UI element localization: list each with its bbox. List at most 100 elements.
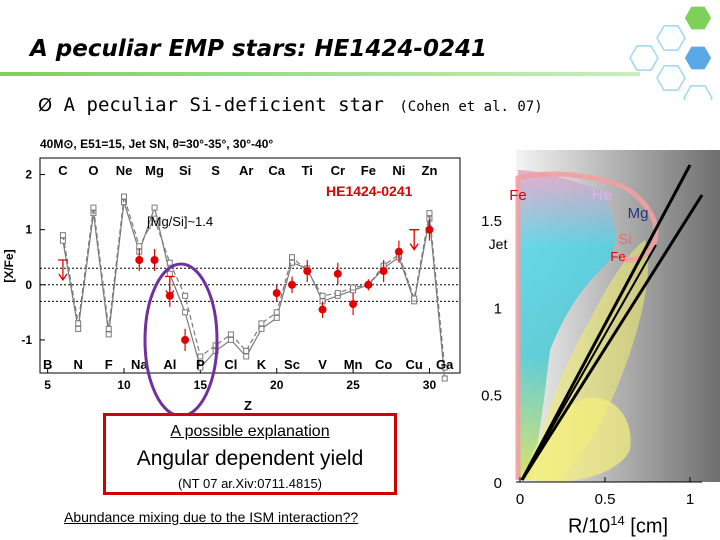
hexagon-cell <box>629 45 659 71</box>
sim-element-label: He <box>592 187 613 204</box>
element-label-bottom: Cu <box>406 357 423 372</box>
model-point <box>105 331 112 338</box>
hexagon-cell <box>683 5 713 31</box>
element-label-top: C <box>58 163 68 178</box>
sim-element-label: Jet <box>489 236 508 252</box>
lower-lobe <box>525 397 631 482</box>
element-label-bottom: Cl <box>224 357 237 372</box>
slide-title: A peculiar EMP stars: HE1424-0241 <box>30 36 487 62</box>
model-point <box>350 284 357 291</box>
observed-point <box>272 289 281 298</box>
mg-si-highlight-oval <box>143 262 219 413</box>
sim-element-label: Fe <box>610 249 625 264</box>
element-label-bottom: N <box>73 357 82 372</box>
element-label-top: Fe <box>361 163 376 178</box>
observed-point <box>318 305 327 314</box>
element-label-top: O <box>88 163 98 178</box>
explanation-title: A possible explanation <box>170 423 330 440</box>
model-point <box>59 232 66 239</box>
observed-point <box>364 280 373 289</box>
explanation-box <box>103 413 397 495</box>
model-point <box>289 259 295 266</box>
observed-point <box>150 255 159 264</box>
cone-line-inner <box>520 194 704 481</box>
model-point <box>197 353 204 360</box>
y-tick-label: 0 <box>25 278 32 292</box>
element-label-top: Ar <box>239 163 253 178</box>
model-point <box>411 295 418 302</box>
model-point <box>166 270 173 277</box>
model-point <box>289 254 295 261</box>
model-point <box>227 336 234 343</box>
explanation-main: Angular dependent yield <box>136 447 364 470</box>
abundance-chart: 210-1 5 10 15 20 25 30 C O Ne Mg Si S Ar Ca Ti Cr Fe Ni Z… <box>2 137 461 413</box>
bullet-citation: (Cohen et al. 07) <box>399 99 543 115</box>
upper-limit-arrow <box>164 275 175 298</box>
star-label: HE1424-0241 <box>326 183 413 199</box>
hexagon-cell <box>683 45 713 71</box>
sim-y-tick-label: 1 <box>494 300 502 317</box>
element-label-top: Ne <box>116 163 133 178</box>
model-point <box>334 290 341 297</box>
sim-x-tick-label: 0.5 <box>595 491 616 508</box>
element-label-bottom: Al <box>163 357 176 372</box>
x-tick-label: 20 <box>270 378 284 392</box>
element-label-bottom: B <box>43 357 52 372</box>
sim-element-label: Mg <box>628 205 649 222</box>
cone-line-third <box>521 244 657 481</box>
hexagon-decoration <box>629 5 713 100</box>
observed-point <box>181 335 190 344</box>
upper-limit-arrow <box>57 259 68 282</box>
cone-line-outer <box>520 164 692 481</box>
hexagon-cell <box>683 85 713 100</box>
sim-x-tick-label: 0 <box>516 491 524 508</box>
radius-axis-label: R/1014 [cm] <box>568 513 668 539</box>
element-label-bottom: Sc <box>284 357 300 372</box>
bullet-arrow-icon: Ø <box>38 95 53 116</box>
explanation-reference: (NT 07 ar.Xiv:0711.4815) <box>177 476 323 491</box>
model-point <box>166 259 173 266</box>
observed-point <box>425 225 434 234</box>
model-point <box>121 193 127 200</box>
element-label-top: S <box>211 163 220 178</box>
element-label-top: Ti <box>302 163 313 178</box>
model-point <box>441 364 448 371</box>
x-tick-label: 5 <box>44 378 51 392</box>
sim-y-tick-label: 0.5 <box>481 388 502 405</box>
x-tick-label: 15 <box>194 378 208 392</box>
element-label-top: Cr <box>331 163 345 178</box>
hexagon-cell <box>656 65 686 91</box>
model-point <box>243 347 250 354</box>
sim-x-tick-label: 1 <box>686 491 694 508</box>
observed-point <box>394 247 403 256</box>
y-tick-label: 2 <box>25 168 32 182</box>
sim-element-label: Fe <box>509 187 527 204</box>
radius-label-unit: [cm] <box>624 515 669 538</box>
observed-point <box>288 280 296 289</box>
y-tick-label: -1 <box>21 333 32 347</box>
radius-label-prefix: R/10 <box>568 515 611 538</box>
model-point <box>273 309 280 316</box>
model-point <box>243 353 250 360</box>
element-label-bottom: Ga <box>436 357 454 372</box>
model-label: 40M⊙, E51=15, Jet SN, θ=30°-35°, 30°-40° <box>40 137 273 151</box>
model-point <box>258 320 265 327</box>
element-label-bottom: F <box>105 357 113 372</box>
chart-plot-frame <box>39 157 461 374</box>
x-tick-label: 30 <box>423 378 437 392</box>
model-point <box>151 215 158 222</box>
element-label-bottom: K <box>257 357 267 372</box>
model-series-line <box>62 201 446 379</box>
model-point <box>227 331 234 338</box>
model-point <box>441 375 448 382</box>
model-point <box>90 204 97 211</box>
bullet-point: Ø A peculiar Si-deficient star (Cohen et… <box>38 94 543 116</box>
element-label-top: Si <box>179 163 191 178</box>
observed-point <box>333 269 342 278</box>
observed-point <box>349 300 358 309</box>
sim-y-tick-label: 1.5 <box>481 213 502 230</box>
element-label-bottom: Mn <box>344 357 363 372</box>
element-label-bottom: Co <box>375 357 392 372</box>
element-label-bottom: V <box>318 357 327 372</box>
